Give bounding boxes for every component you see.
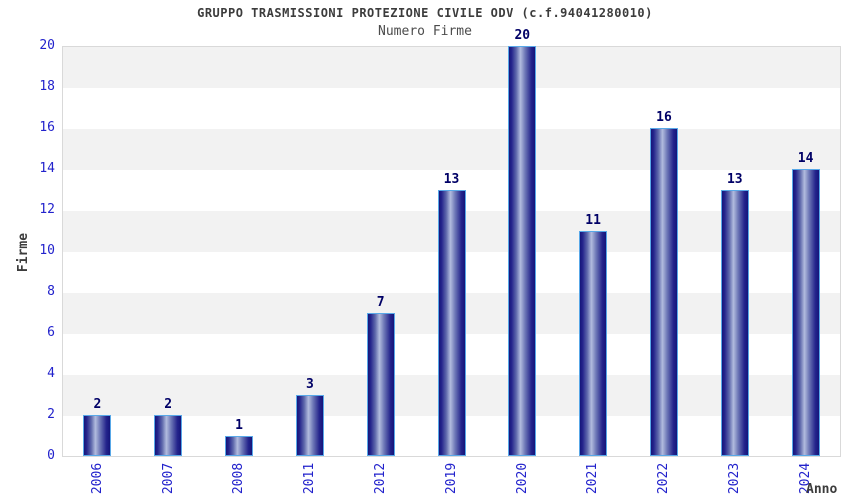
bar-2023 bbox=[720, 189, 749, 456]
chart-subtitle: Numero Firme bbox=[378, 24, 472, 39]
bar-2019 bbox=[437, 189, 466, 456]
x-tick-label: 2020 bbox=[514, 462, 530, 494]
x-tick-label: 2021 bbox=[585, 462, 601, 494]
x-tick-label: 2007 bbox=[160, 462, 176, 494]
x-axis-title: Anno bbox=[806, 482, 838, 497]
x-tick-label: 2019 bbox=[444, 462, 459, 494]
y-tick-label: 10 bbox=[39, 243, 55, 258]
y-tick-label: 12 bbox=[39, 202, 55, 217]
chart-title: GRUPPO TRASMISSIONI PROTEZIONE CIVILE OD… bbox=[197, 6, 653, 20]
bar-value-label: 2 bbox=[164, 397, 173, 412]
bar-value-label: 3 bbox=[305, 376, 314, 392]
bar-value-label: 14 bbox=[797, 151, 814, 166]
x-tick-label: 2023 bbox=[727, 462, 743, 494]
x-tick-label: 2012 bbox=[373, 462, 389, 494]
bar-2011 bbox=[295, 394, 324, 456]
y-tick-label: 4 bbox=[47, 366, 55, 381]
y-tick-label: 14 bbox=[39, 161, 55, 176]
bar-2022 bbox=[649, 128, 678, 456]
x-tick-label: 2008 bbox=[231, 462, 247, 494]
bar-value-label: 13 bbox=[443, 171, 460, 187]
y-tick-label: 16 bbox=[39, 120, 55, 135]
y-tick-label: 8 bbox=[47, 284, 55, 299]
y-tick-label: 18 bbox=[39, 79, 55, 94]
bar-2021 bbox=[579, 230, 608, 456]
y-tick-label: 20 bbox=[39, 38, 55, 53]
bar-2006 bbox=[83, 415, 112, 456]
y-tick-label: 2 bbox=[47, 407, 55, 422]
bar-2008 bbox=[225, 435, 254, 456]
bar-2024 bbox=[791, 169, 820, 456]
bar-value-label: 20 bbox=[514, 28, 531, 43]
bar-value-label: 2 bbox=[93, 397, 102, 412]
bar-value-label: 16 bbox=[656, 110, 672, 125]
bar-value-label: 1 bbox=[235, 417, 243, 433]
bar-value-label: 7 bbox=[376, 294, 385, 310]
bar-2020 bbox=[508, 46, 537, 456]
bar-2012 bbox=[366, 312, 395, 456]
x-tick-label: 2022 bbox=[656, 462, 672, 494]
bar-value-label: 13 bbox=[726, 171, 743, 187]
y-tick-label: 0 bbox=[47, 448, 55, 463]
x-tick-label: 2011 bbox=[302, 462, 318, 494]
y-tick-label: 6 bbox=[47, 325, 55, 340]
bar-value-label: 11 bbox=[585, 212, 601, 228]
bar-2007 bbox=[154, 415, 183, 456]
x-tick-label: 2006 bbox=[89, 462, 105, 494]
